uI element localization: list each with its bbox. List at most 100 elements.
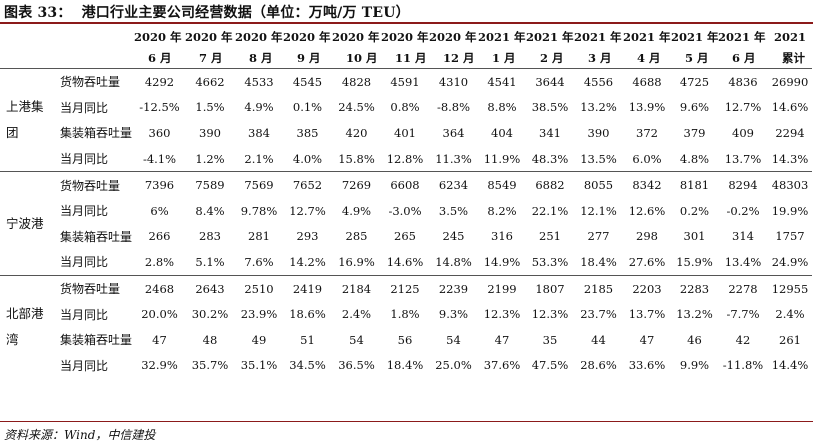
table-row: 当月同比 6% 8.4% 9.78% 12.7% 4.9% -3.0% 3.5% 8.2% 22.… (0, 198, 812, 224)
header-year: 2020 年 (185, 29, 233, 44)
value-cell: 390 (199, 125, 221, 140)
value-cell: 3644 (535, 74, 565, 89)
value-cell: 13.7% (628, 307, 666, 322)
value-cell: 54 (446, 332, 461, 347)
footer-rule (0, 421, 813, 422)
metric-label: 集装箱吞吐量 (60, 229, 133, 244)
value-cell: 301 (683, 229, 706, 244)
company-name: 北部港湾 (0, 274, 44, 379)
value-cell: 316 (491, 229, 513, 244)
value-cell: 7269 (332, 171, 381, 198)
value-cell: 4292 (144, 74, 175, 89)
value-cell: 293 (296, 229, 319, 244)
value-cell: 2278 (718, 274, 768, 302)
value-cell: 18.6% (289, 307, 326, 322)
metric-label: 集装箱吞吐量 (60, 333, 133, 348)
value-cell: 4.0% (292, 151, 323, 166)
metric-label: 集装箱吞吐量 (60, 126, 133, 141)
value-cell: 16.9% (338, 254, 375, 269)
table-row: 宁波港 货物吞吐量 7396 7589 7569 7652 7269 6608 6234 8549… (0, 171, 812, 276)
value-cell: 2185 (574, 274, 623, 302)
value-cell: 4591 (390, 74, 420, 89)
value-cell: 48 (202, 332, 218, 347)
value-cell: 19.9% (771, 203, 809, 218)
value-cell: 6608 (381, 171, 429, 198)
header-month: 12 月 (429, 47, 478, 69)
value-cell: -8.8% (436, 100, 471, 115)
value-cell: 283 (199, 229, 221, 244)
value-cell: 1757 (775, 229, 805, 244)
metric-label: 当月同比 (60, 255, 109, 270)
value-cell: 12.7% (724, 100, 762, 115)
value-cell: 11.9% (483, 151, 521, 166)
value-cell: 13.5% (580, 151, 617, 166)
value-cell: 25.0% (435, 358, 472, 373)
value-cell: 8055 (574, 171, 623, 198)
value-cell: 4310 (438, 74, 469, 89)
table-row: 北部港湾 货物吞吐量 2468 2643 2510 2419 2184 2125 2239 219… (0, 274, 812, 379)
value-cell: 8549 (478, 171, 526, 198)
header-year: 2020 年 (381, 29, 429, 44)
value-cell: 4541 (487, 74, 517, 89)
header-month: 3 月 (574, 47, 623, 69)
figure-title-label: 图表 33： (4, 5, 72, 21)
value-cell: 4533 (244, 74, 274, 89)
value-cell: 8.8% (487, 100, 517, 115)
value-cell: 34.5% (289, 358, 326, 373)
value-cell: 8294 (718, 171, 768, 198)
header-month: 6 月 (718, 47, 768, 69)
value-cell: 2125 (381, 274, 429, 302)
value-cell: 33.6% (628, 358, 666, 373)
value-cell: 2294 (775, 125, 805, 140)
company-name: 宁波港 (0, 171, 44, 276)
value-cell: 7396 (134, 171, 185, 198)
header-month: 5 月 (671, 47, 718, 69)
value-cell: 4556 (583, 74, 614, 89)
header-month: 1 月 (478, 47, 526, 69)
value-cell: 9.3% (438, 307, 469, 322)
port-operations-table: 2020 年 2020 年 2020 年 2020 年 2020 年 2020 年 2020… (0, 26, 812, 379)
value-cell: -4.1% (142, 151, 177, 166)
value-cell: 12.3% (531, 307, 569, 322)
value-cell: 14.3% (771, 151, 809, 166)
value-cell: 2419 (283, 274, 332, 302)
metric-label: 货物吞吐量 (44, 171, 134, 198)
header-year: 2021 年 (718, 29, 766, 44)
value-cell: 8181 (671, 171, 718, 198)
value-cell: 2.8% (144, 254, 175, 269)
value-cell: 24.5% (338, 100, 375, 115)
value-cell: 4.9% (341, 203, 372, 218)
header-row-years: 2020 年 2020 年 2020 年 2020 年 2020 年 2020 年 2020… (0, 26, 812, 47)
value-cell: 2239 (429, 274, 478, 302)
header-month: 7 月 (185, 47, 235, 69)
value-cell: -0.2% (726, 203, 760, 218)
table-row: 当月同比 -4.1% 1.2% 2.1% 4.0% 15.8% 12.8% 11.3% 11.9… (0, 146, 812, 172)
value-cell: 53.3% (531, 254, 569, 269)
value-cell: 7569 (235, 171, 283, 198)
value-cell: 401 (394, 125, 416, 140)
source-note: 资料来源：Wind，中信建投 (4, 428, 156, 442)
value-cell: 4545 (292, 74, 323, 89)
value-cell: 245 (442, 229, 465, 244)
header-month: 8 月 (235, 47, 283, 69)
value-cell: 42 (735, 332, 751, 347)
table-row: 当月同比 2.8% 5.1% 7.6% 14.2% 16.9% 14.6% 14.8% 14.9… (0, 249, 812, 275)
value-cell: 14.6% (771, 100, 809, 115)
header-blank (0, 26, 134, 47)
value-cell: 2.4% (775, 307, 805, 322)
value-cell: 13.7% (724, 151, 762, 166)
value-cell: 251 (539, 229, 561, 244)
value-cell: 341 (539, 125, 561, 140)
value-cell: 4662 (195, 74, 225, 89)
value-cell: 48.3% (531, 151, 569, 166)
header-year: 2020 年 (235, 29, 283, 44)
header-month: 4 月 (623, 47, 671, 69)
value-cell: 0.1% (292, 100, 323, 115)
value-cell: 13.9% (628, 100, 666, 115)
company-name: 上港集团 (6, 99, 44, 141)
value-cell: 379 (683, 125, 706, 140)
value-cell: 4.9% (244, 100, 274, 115)
value-cell: 8342 (623, 171, 671, 198)
value-cell: 298 (636, 229, 658, 244)
